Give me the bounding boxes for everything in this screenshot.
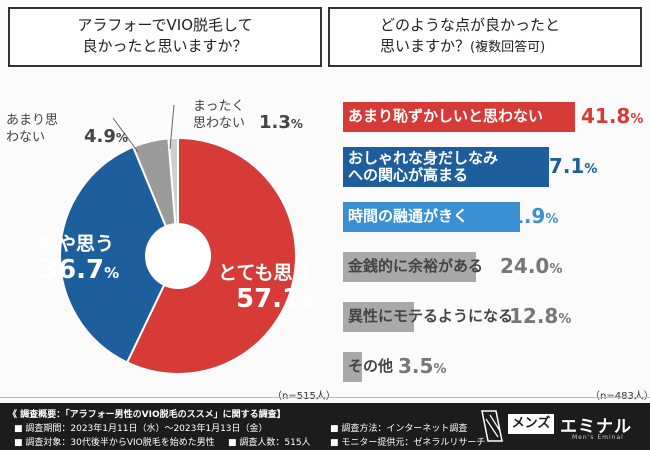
pie-value-somewhat-number: 36.7 [40,255,105,285]
footer-count: ■ 調査人数：515人 [228,438,311,448]
bar-label-2-line2: への関心が高まる [348,166,469,184]
pie-slice-very [125,136,297,375]
footer-method: ■ 調査方法：インターネット調査 [330,424,468,434]
bar-value-1: 41.8% [581,104,643,128]
bar-value-3-number: 31.9 [496,204,546,228]
pie-value-very-number: 57.1 [236,284,301,314]
bar-value-3-unit: % [545,212,559,227]
question-right-note: (複数回答可) [470,40,546,55]
bar-value-2-number: 37.1 [535,154,585,178]
footer-provider: ■ モニター提供元：ゼネラルリサーチ [330,438,486,448]
footer-period: ■ 調査期間：2023年1月11日（水）〜2023年1月13日（金） [14,424,268,434]
question-right-line1: どのような点が良かったと [380,16,561,34]
bar-4 [343,252,477,282]
question-left-line1: アラフォーでVIO脱毛して [77,16,253,34]
bar-value-2: 37.1% [535,154,597,178]
bar-label-6: その他 [348,357,394,375]
logo-mark-icon [481,410,503,442]
bar-2 [343,147,549,187]
logo-text-mens: メンズ [508,414,554,434]
pie-label-rarely-name: あまり思わない [6,113,59,145]
pie-value-very-unit: % [300,293,316,311]
bar-3 [343,202,521,232]
bar-1 [343,102,575,132]
question-right-line2: 思いますか？ [380,37,471,55]
bar-label-2-line1: おしゃれな身だしなみ [348,149,499,167]
sample-size-right: （n=483人） [590,387,650,402]
donut-hole [145,223,211,289]
pie-value-very: 57.1% [236,284,315,314]
bar-5 [343,302,415,332]
bar-6 [343,352,363,382]
bar-label-4: 金銭的に余裕がある [348,257,484,275]
logo: メンズ エミナル Men's Eminal [480,409,640,443]
bar-label-3: 時間の融通がきく [348,207,469,225]
bar-value-4-unit: % [549,262,563,277]
bar-value-6-unit: % [433,362,447,377]
pie-value-never-unit: % [290,117,303,131]
logo-text-eminal: エミナル [560,417,632,437]
bar-value-6-number: 3.5 [398,354,434,378]
bar-value-5-unit: % [558,312,572,327]
bar-value-2-unit: % [584,162,598,177]
pie-slice-somewhat [59,145,180,364]
footer: 《 調査概要：「アラフォー男性のVIO脱毛のススメ」に関する調査】 ■ 調査期間… [0,403,650,450]
pie-value-rarely: 4.9% [84,126,128,147]
pie-value-rarely-unit: % [115,131,128,145]
leader-line-rarely [112,117,139,153]
question-right-box: どのような点が良かったと 思いますか？(複数回答可) [328,7,642,67]
pie-label-never-name: まったく思わない [193,99,246,131]
pie-value-never-number: 1.3 [259,112,291,133]
logo-subtext: Men's Eminal [572,434,624,441]
question-left-line2: 良かったと思いますか？ [82,37,248,55]
question-left-box: アラフォーでVIO脱毛して 良かったと思いますか？ [8,7,322,67]
footer-target: ■ 調査対象：30代後半からVIO脱毛を始めた男性 [14,438,215,448]
sample-size-left: （n=515人） [272,387,336,402]
pie-value-never: 1.3% [259,112,303,133]
bar-label-5: 異性にモテるようになる [348,307,514,325]
bar-value-1-number: 41.8 [581,104,631,128]
pie-value-somewhat-unit: % [104,264,120,282]
pie-label-never: まったく思わない [193,98,253,132]
divider [0,397,650,398]
bar-value-4: 24.0% [500,254,562,278]
bar-value-3: 31.9% [496,204,558,228]
pie-value-rarely-number: 4.9 [84,126,116,147]
bar-value-6: 3.5% [398,354,446,378]
bar-value-1-unit: % [630,112,644,127]
footer-overview: 《 調査概要：「アラフォー男性のVIO脱毛のススメ」に関する調査】 [8,410,286,420]
pie-value-somewhat: 36.7% [40,255,119,285]
bar-label-1: あまり恥ずかしいと思わない [348,107,544,125]
leader-line-never [169,104,175,150]
bar-value-5-number: 12.8 [509,304,559,328]
pie-label-somewhat: やや思う [38,233,115,255]
bar-label-2: おしゃれな身だしなみ への関心が高まる [348,150,498,184]
bar-value-5: 12.8% [509,304,571,328]
pie-label-rarely: あまり思わない [6,112,62,146]
pie-label-very: とても思う [218,262,312,284]
bar-value-4-number: 24.0 [500,254,550,278]
